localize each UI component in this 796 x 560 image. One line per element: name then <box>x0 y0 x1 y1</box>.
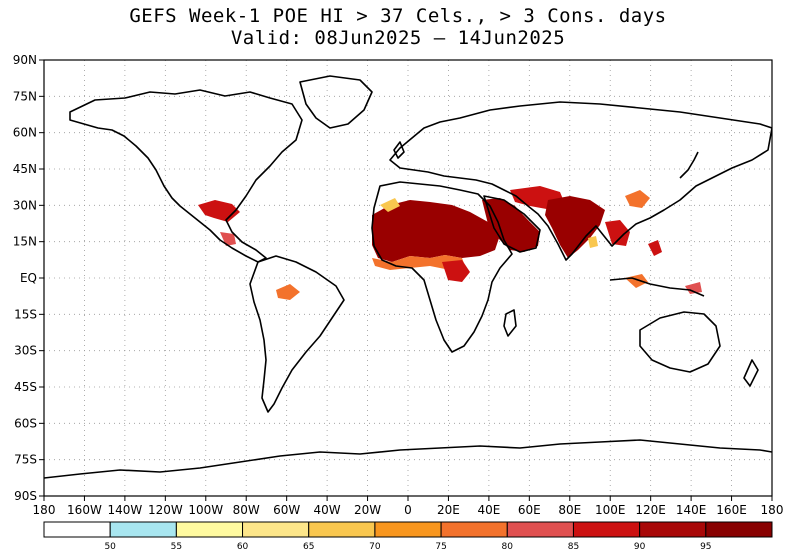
lat-label: 15S <box>14 307 37 321</box>
lon-label: 180 <box>33 503 56 517</box>
colorbar-label: 75 <box>435 542 446 552</box>
lat-label: 90S <box>14 489 37 503</box>
colorbar-swatch <box>506 521 574 538</box>
lat-label: 45N <box>13 162 37 176</box>
lat-label: 60N <box>13 126 37 140</box>
colorbar-swatch <box>43 521 111 538</box>
colorbar-label: 50 <box>104 542 116 552</box>
colorbar-swatch <box>705 521 773 538</box>
lon-label: 20W <box>354 503 381 517</box>
coast-uk <box>393 141 405 159</box>
colorbar: 50 55 60 65 70 75 80 85 90 95 <box>43 521 773 552</box>
lon-label: 100E <box>595 503 626 517</box>
lon-label: 80W <box>233 503 260 517</box>
coast-north-america <box>69 89 303 263</box>
hotspot-sahel <box>372 200 500 262</box>
lon-label: 80E <box>558 503 581 517</box>
lon-label: 100W <box>188 503 223 517</box>
hotspot-brazil <box>276 284 300 300</box>
colorbar-swatch <box>374 521 442 538</box>
colorbar-label: 55 <box>171 542 182 552</box>
hotspot-fringe-india <box>588 236 598 248</box>
coast-africa <box>371 181 513 353</box>
colorbar-swatch <box>639 521 707 538</box>
lon-label: 60W <box>273 503 300 517</box>
lon-label: 140E <box>676 503 707 517</box>
map-title: GEFS Week-1 POE HI > 37 Cels., > 3 Cons.… <box>129 5 667 27</box>
lon-label: 60E <box>518 503 541 517</box>
map-valid-dates: Valid: 08Jun2025 – 14Jun2025 <box>230 27 566 49</box>
colorbar-swatch <box>440 521 508 538</box>
lon-label: 0 <box>404 503 412 517</box>
coastlines <box>44 75 772 479</box>
lon-label: 40W <box>314 503 341 517</box>
colorbar-label: 90 <box>634 542 646 552</box>
longitude-axis: 180 160W 140W 120W 100W 80W 60W 40W 20W 0 20E 40E 60… <box>33 496 784 517</box>
lat-label: 60S <box>14 416 37 430</box>
colorbar-label: 80 <box>502 542 514 552</box>
hotspot-se-asia <box>605 220 630 246</box>
latitude-axis: 90N 75N 60N 45N 30N 15N EQ 15S 30S 45S 60S 75S 90S <box>13 53 44 503</box>
coast-madagascar <box>503 309 517 337</box>
colorbar-label: 65 <box>303 542 314 552</box>
hotspot-png <box>685 282 702 294</box>
colorbar-swatch <box>242 521 310 538</box>
lon-label: 140W <box>107 503 142 517</box>
lat-label: 75N <box>13 89 37 103</box>
lat-label: 90N <box>13 53 37 67</box>
lat-label: 45S <box>14 380 37 394</box>
hotspot-central-america <box>220 232 236 246</box>
lat-label: 15N <box>13 235 37 249</box>
colorbar-label: 85 <box>568 542 579 552</box>
coast-arabia <box>483 195 541 253</box>
colorbar-swatch <box>175 521 244 538</box>
lon-label: 160W <box>67 503 102 517</box>
lat-label: EQ <box>20 271 37 285</box>
colorbar-swatch <box>109 521 177 538</box>
map-frame-background <box>44 60 772 496</box>
coast-antarctica <box>44 439 772 479</box>
hotspot-china <box>625 190 650 208</box>
lon-label: 120E <box>635 503 666 517</box>
hotspot-central-africa <box>442 260 470 282</box>
coast-new-zealand <box>743 359 759 387</box>
coast-eurasia <box>389 101 772 261</box>
coast-indonesia <box>609 277 705 297</box>
colorbar-swatch <box>572 521 641 538</box>
lon-label: 120W <box>148 503 183 517</box>
coast-greenland <box>299 75 373 129</box>
coast-japan <box>679 151 699 179</box>
colorbar-label: 70 <box>369 542 381 552</box>
lat-label: 75S <box>14 453 37 467</box>
hotspot-philippines <box>648 240 662 256</box>
colorbar-swatch <box>308 521 376 538</box>
hotspot-fringe-sahel <box>380 198 400 212</box>
lon-label: 20E <box>437 503 460 517</box>
colorbar-label: 95 <box>700 542 711 552</box>
colorbar-label: 60 <box>237 542 249 552</box>
lat-label: 30N <box>13 198 37 212</box>
lon-label: 40E <box>477 503 500 517</box>
coast-australia <box>639 311 721 373</box>
heat-index-probability-fill <box>198 186 702 300</box>
coast-south-america <box>249 255 345 413</box>
hotspot-india <box>545 196 605 258</box>
lon-label: 180 <box>761 503 784 517</box>
lat-label: 30S <box>14 344 37 358</box>
lon-label: 160E <box>716 503 747 517</box>
hotspot-arabia <box>482 198 540 252</box>
